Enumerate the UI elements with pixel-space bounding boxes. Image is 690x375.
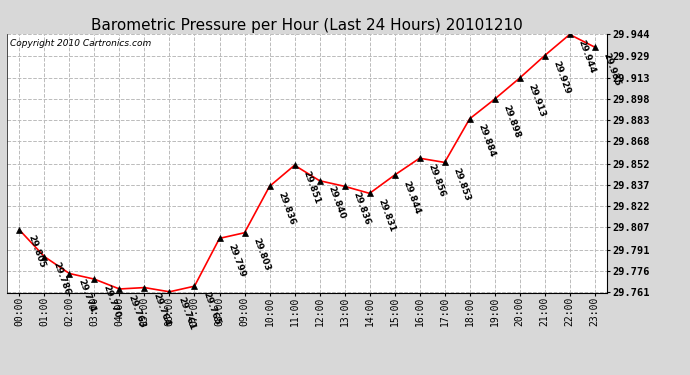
Text: 29.913: 29.913 <box>526 82 547 118</box>
Text: 29.856: 29.856 <box>426 162 447 198</box>
Text: 29.836: 29.836 <box>277 190 297 226</box>
Text: 29.836: 29.836 <box>351 190 372 226</box>
Text: 29.774: 29.774 <box>77 278 97 314</box>
Text: 29.763: 29.763 <box>126 293 147 329</box>
Text: 29.844: 29.844 <box>402 179 422 215</box>
Text: 29.803: 29.803 <box>251 237 272 273</box>
Text: 29.935: 29.935 <box>602 51 622 87</box>
Text: 29.929: 29.929 <box>551 60 572 96</box>
Text: 29.765: 29.765 <box>201 290 221 326</box>
Text: 29.851: 29.851 <box>302 170 322 205</box>
Text: 29.831: 29.831 <box>377 198 397 233</box>
Text: 29.840: 29.840 <box>326 185 347 220</box>
Text: 29.898: 29.898 <box>502 103 522 139</box>
Text: 29.770: 29.770 <box>101 283 121 319</box>
Text: 29.944: 29.944 <box>577 39 597 75</box>
Text: 29.799: 29.799 <box>226 243 247 279</box>
Text: 29.764: 29.764 <box>151 292 172 328</box>
Text: Copyright 2010 Cartronics.com: Copyright 2010 Cartronics.com <box>10 39 151 48</box>
Text: 29.853: 29.853 <box>451 166 472 202</box>
Text: 29.805: 29.805 <box>26 234 47 270</box>
Text: 29.884: 29.884 <box>477 123 497 159</box>
Text: 29.786: 29.786 <box>51 261 72 297</box>
Text: 29.761: 29.761 <box>177 296 197 332</box>
Title: Barometric Pressure per Hour (Last 24 Hours) 20101210: Barometric Pressure per Hour (Last 24 Ho… <box>91 18 523 33</box>
